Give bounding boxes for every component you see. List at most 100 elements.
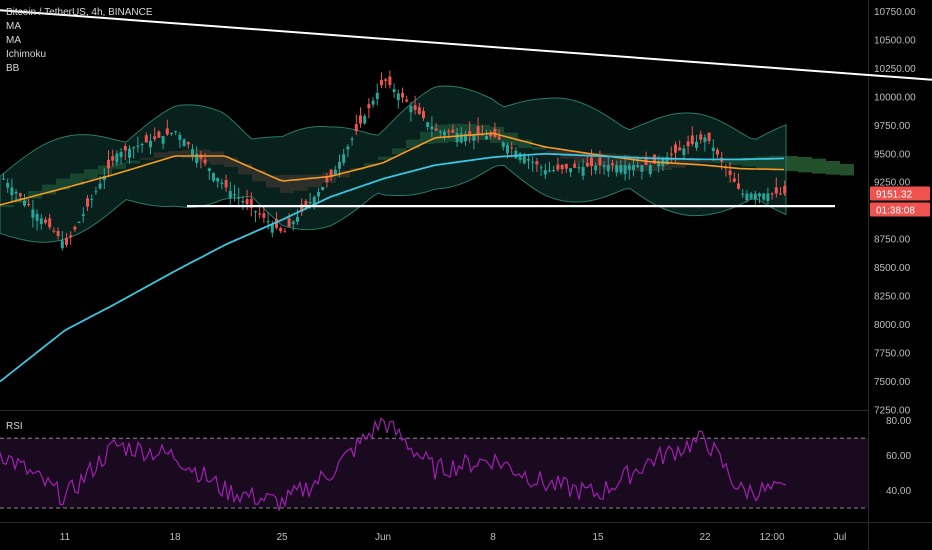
candle-body [186, 142, 190, 145]
candle-body [417, 107, 421, 115]
candle-body [485, 135, 488, 140]
candle-body [619, 165, 623, 173]
candle-body [627, 165, 631, 170]
candle-body [90, 198, 94, 200]
candle-body [27, 204, 31, 206]
candle-body [779, 193, 782, 195]
candle-body [438, 131, 442, 133]
candle-body [489, 133, 493, 137]
candle-body [39, 218, 43, 225]
candle-body [590, 157, 593, 166]
candle-body [464, 133, 467, 142]
candle-body [262, 213, 266, 218]
rsi-pane-label[interactable]: RSI [6, 421, 23, 432]
rsi-tick-label: 60.00 [886, 451, 911, 462]
candle-body [48, 218, 52, 228]
candle-body [111, 156, 115, 161]
time-tick-label: 11 [60, 532, 71, 543]
candle-body [291, 221, 295, 224]
candle-body [737, 183, 740, 189]
indicator-bb[interactable]: BB [6, 63, 20, 74]
candle-body [270, 224, 274, 233]
candle-body [153, 136, 157, 140]
candle-body [514, 150, 518, 159]
candle-body [745, 193, 749, 200]
candle-body [762, 193, 766, 200]
price-tick-label: 8250.00 [874, 292, 911, 303]
candle-body [493, 128, 497, 137]
candle-body [77, 221, 81, 223]
candle-body [128, 148, 131, 158]
price-tick-label: 8750.00 [874, 235, 911, 246]
candle-body [258, 213, 262, 215]
candle-body [144, 135, 148, 143]
candle-body [581, 166, 585, 176]
candle-body [770, 193, 774, 195]
indicator-ma-2[interactable]: MA [6, 35, 21, 46]
candle-body [224, 180, 228, 188]
candle-body [279, 228, 283, 232]
candle-body [10, 187, 14, 196]
candle-body [577, 167, 581, 169]
candle-body [510, 147, 514, 149]
ichimoku-cloud-segment [826, 160, 840, 175]
candle-body [665, 157, 669, 165]
candle-body [669, 153, 673, 155]
candle-body [413, 105, 417, 110]
price-tick-label: 8000.00 [874, 320, 911, 331]
candle-body [367, 104, 371, 109]
candle-body [699, 134, 703, 140]
indicator-ma-1[interactable]: MA [6, 21, 21, 32]
candle-body [115, 153, 119, 163]
candle-body [132, 147, 136, 149]
last-price-tag [870, 186, 930, 201]
candle-body [249, 198, 253, 208]
candle-body [455, 132, 459, 143]
time-tick-label: 18 [169, 532, 181, 543]
candle-body [506, 145, 509, 154]
price-tick-label: 9250.00 [874, 178, 911, 189]
candle-body [606, 165, 610, 172]
last-price-value: 9151.32 [876, 189, 913, 200]
candle-body [165, 128, 169, 135]
candle-body [632, 165, 635, 170]
candle-body [707, 132, 711, 141]
candle-body [716, 149, 719, 155]
candle-body [451, 129, 455, 133]
candle-body [459, 133, 463, 143]
candle-body [2, 178, 5, 180]
candle-body [23, 200, 26, 206]
candle-body [396, 93, 400, 101]
candle-body [174, 131, 178, 133]
candle-body [73, 226, 77, 230]
candle-body [31, 209, 35, 218]
price-tick-label: 9500.00 [874, 149, 911, 160]
candle-body [774, 187, 778, 194]
chart-legend: Bitcoin / TetherUS, 4h, BINANCE MA MA Ic… [6, 6, 153, 76]
candle-body [636, 165, 640, 168]
candle-body [102, 175, 106, 181]
candle-body [783, 186, 787, 194]
candle-body [426, 122, 430, 127]
indicator-ichimoku[interactable]: Ichimoku [6, 49, 47, 60]
candle-body [447, 130, 451, 133]
candle-body [560, 165, 564, 170]
candle-body [325, 177, 329, 182]
countdown-tag [870, 202, 930, 217]
candle-body [35, 213, 39, 221]
candle-body [443, 131, 446, 136]
candle-body [522, 156, 526, 164]
candle-body [56, 231, 60, 237]
trendline [0, 9, 932, 81]
symbol-title[interactable]: Bitcoin / TetherUS, 4h, BINANCE [6, 7, 153, 18]
candle-body [207, 168, 211, 171]
candle-body [245, 199, 249, 205]
candle-body [342, 154, 346, 163]
candle-body [203, 159, 207, 164]
candle-body [123, 146, 127, 151]
candle-body [569, 168, 572, 173]
price-tick-label: 8500.00 [874, 263, 911, 274]
price-tick-label: 9750.00 [874, 121, 911, 132]
candle-body [237, 197, 241, 199]
